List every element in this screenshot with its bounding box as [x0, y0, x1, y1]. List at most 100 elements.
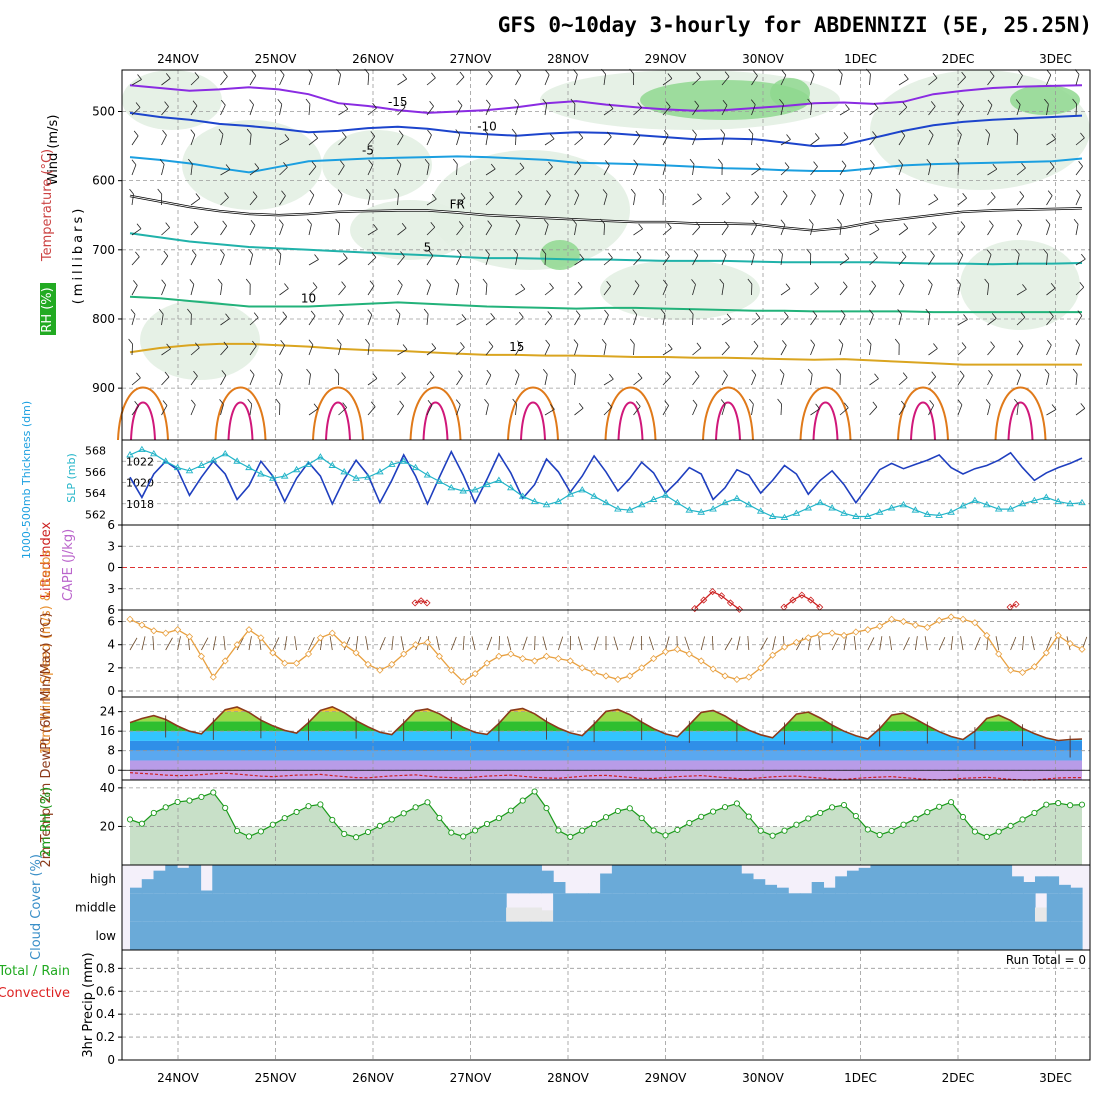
wind-speed-point — [197, 652, 205, 660]
cloud-cell — [282, 893, 296, 922]
wind-barb — [721, 254, 727, 266]
wind-speed-point — [995, 650, 1003, 658]
wind-speed-point — [638, 664, 646, 672]
wind-barb-flag — [990, 191, 996, 198]
thickness-tick-label: 566 — [85, 466, 106, 479]
wind-barb — [574, 224, 577, 236]
wind-barb-flag — [869, 309, 874, 315]
wind-barb-flag — [747, 278, 753, 285]
wind-barb-flag — [520, 283, 526, 290]
cloud-cell — [529, 865, 542, 894]
wind-barb — [161, 106, 169, 116]
wind-barb — [1075, 137, 1085, 146]
wind-barb-flag — [395, 309, 401, 315]
wind-speed-point — [126, 615, 134, 623]
cloud-cell — [940, 893, 954, 922]
wind-barb — [1075, 224, 1079, 236]
cloud-cell — [271, 893, 284, 922]
slp-point — [292, 465, 301, 473]
surface-wind-barb — [415, 636, 422, 651]
surface-wind-barb — [462, 636, 465, 651]
wind-barb-flag — [276, 248, 282, 255]
wind-barb-flag — [550, 404, 555, 410]
cloud-cell — [188, 921, 202, 950]
rh-point — [698, 813, 705, 820]
wind-barb-flag — [724, 71, 730, 77]
wind-barb-flag — [370, 401, 376, 407]
wind-barb — [574, 137, 584, 146]
cloud-cell — [470, 921, 484, 950]
wind-speed-point — [257, 634, 265, 642]
cloud-cell — [940, 865, 954, 894]
wind-barb — [987, 225, 994, 236]
wind-barb — [515, 288, 526, 296]
cloud-cell — [694, 865, 707, 894]
wind-speed-point — [888, 615, 896, 623]
wind-barb — [308, 194, 315, 206]
wind-speed-point — [483, 659, 491, 667]
rh-point — [507, 807, 514, 814]
wind-barb — [987, 168, 998, 176]
wind-barb — [279, 374, 283, 386]
cloud-cell — [318, 921, 331, 950]
wind-barb-flag — [402, 344, 408, 350]
slp-point — [840, 509, 848, 516]
wind-barb — [987, 196, 996, 206]
wind-panel: 0 2 4 6 — [107, 609, 1091, 698]
wind-barb — [574, 258, 584, 266]
cloud-cell — [788, 893, 801, 922]
rh-point — [948, 799, 955, 806]
wind-barb — [515, 195, 523, 206]
ylabel-rh: RH (%) — [40, 287, 55, 332]
wind-barb — [426, 105, 434, 116]
cloud-cell — [235, 865, 249, 894]
wind-barb — [603, 194, 608, 206]
slp-point — [399, 457, 408, 464]
wind-barb — [633, 228, 643, 236]
wind-barb — [190, 375, 198, 386]
temperature-band — [130, 740, 1082, 751]
wind-barb — [161, 135, 167, 146]
dewpoint-line — [129, 772, 1082, 781]
cloud-cell — [553, 921, 566, 950]
wind-barb — [869, 136, 877, 146]
wind-barb — [190, 255, 197, 266]
bottom-date-label: 30NOV — [742, 1071, 784, 1085]
wind-speed-point — [364, 660, 372, 668]
wind-speed-point — [1078, 645, 1086, 653]
wind-speed-point — [221, 657, 229, 665]
ylabel-millibars: (millibars) — [71, 206, 86, 305]
bottom-date-label: 3DEC — [1039, 1071, 1072, 1085]
wind-barb — [692, 284, 696, 296]
cloud-cell — [447, 893, 460, 922]
cloud-cell — [964, 865, 977, 894]
ylabel-10m-wind: 10m Wind Speed (m/s) & Barbs — [39, 549, 54, 754]
isotherm-20-loop — [799, 386, 852, 441]
wind-barb-flag — [600, 218, 605, 225]
wind-barb — [485, 104, 491, 116]
surface-wind-barb — [648, 636, 654, 651]
cloud-cell — [1011, 893, 1024, 922]
wind-barb-flag — [251, 70, 257, 76]
rh-point — [198, 793, 205, 800]
wind-barb — [633, 377, 643, 386]
wind-speed-point — [400, 650, 408, 658]
wind-barb — [633, 256, 642, 266]
wind-barb — [220, 284, 223, 296]
isotherm-20-loop — [604, 386, 657, 441]
wind-barb — [279, 345, 286, 356]
cloud-cell — [1011, 876, 1024, 894]
cloud-cell — [611, 865, 625, 894]
wind-barb — [249, 104, 254, 116]
slp-point — [483, 480, 491, 488]
cloud-cell — [799, 921, 813, 950]
rh-tick-label: 40 — [100, 781, 115, 795]
rh-point — [900, 821, 907, 828]
wind-barb — [810, 138, 820, 146]
slp-tick-label: 1018 — [126, 498, 154, 511]
wind-speed-point — [1007, 666, 1015, 674]
wind-barb — [515, 374, 520, 386]
cloud-cell — [893, 893, 907, 922]
wind-barb — [190, 404, 196, 416]
wind-barb — [249, 374, 255, 386]
